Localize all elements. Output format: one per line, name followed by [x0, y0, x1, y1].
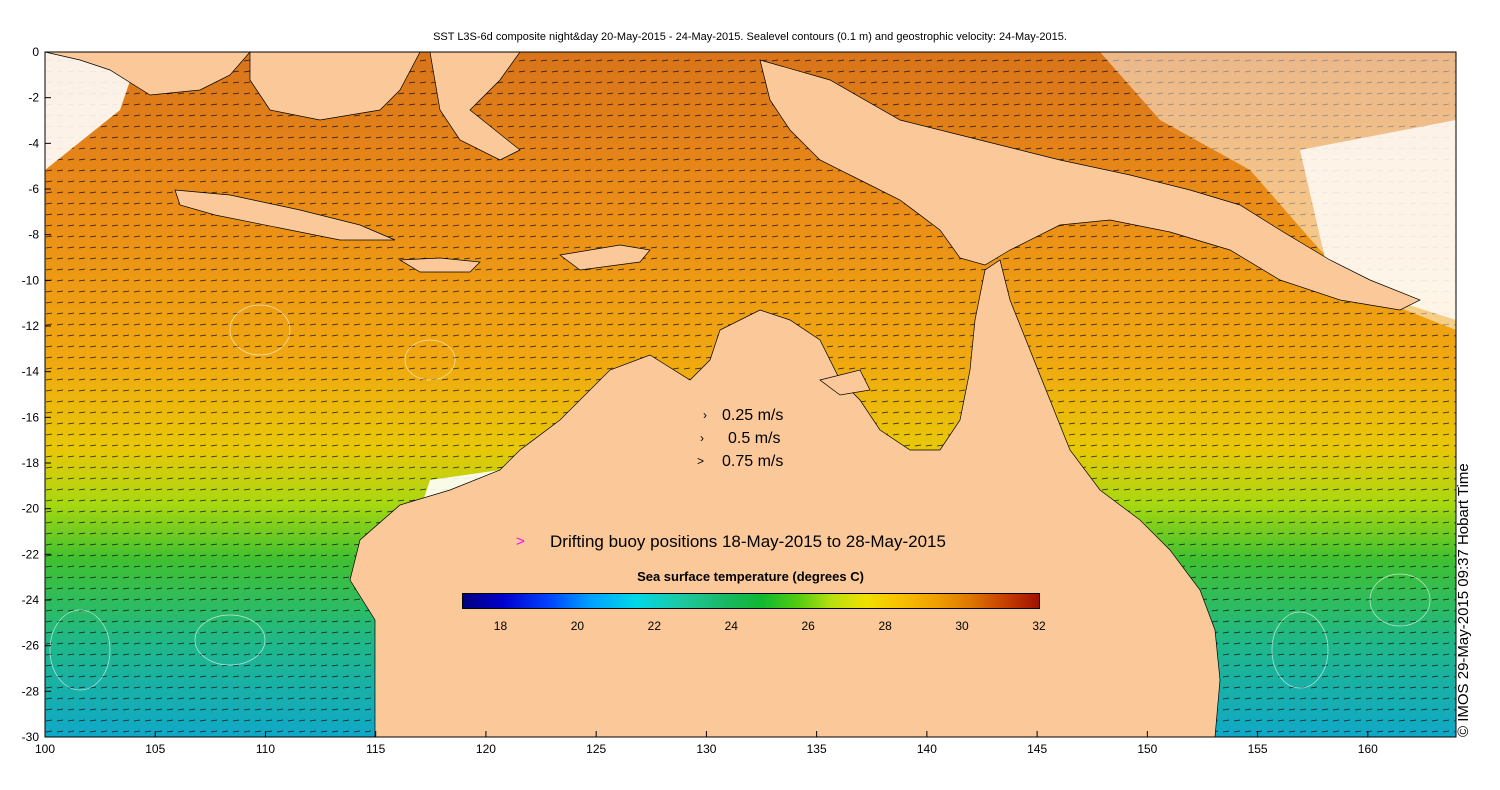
- credit-text: © IMOS 29-May-2015 09:37 Hobart Time: [1455, 463, 1472, 737]
- x-tick-label: 150: [1137, 742, 1157, 756]
- velocity-arrow-large-icon: >: [697, 454, 705, 468]
- velocity-arrow-small-icon: ›: [703, 408, 707, 422]
- new-guinea-land: [759, 59, 1421, 311]
- australia-land: [349, 259, 1221, 738]
- x-tick-label: 130: [696, 742, 716, 756]
- y-tick-label: -28: [22, 684, 40, 698]
- y-tick-label: -2: [28, 91, 39, 105]
- y-tick-label: -22: [22, 547, 40, 561]
- x-tick-label: 155: [1248, 742, 1268, 756]
- land: [44, 51, 1421, 738]
- velocity-legend-1: 0.25 m/s: [722, 407, 784, 424]
- colorbar-title: Sea surface temperature (degrees C): [637, 569, 864, 584]
- buoy-marker-icon: >: [516, 533, 525, 550]
- y-tick-label: -14: [22, 365, 40, 379]
- colorbar-tick-label: 22: [647, 619, 662, 633]
- y-tick-label: -4: [28, 136, 39, 150]
- java-land: [174, 189, 396, 241]
- colorbar-tick-label: 20: [570, 619, 585, 633]
- y-tick-label: -6: [28, 182, 39, 196]
- colorbar-tick-label: 18: [493, 619, 508, 633]
- borneo-land: [249, 51, 421, 121]
- y-tick-label: -10: [22, 273, 40, 287]
- y-tick-label: -20: [22, 502, 40, 516]
- colorbar-tick-label: 28: [878, 619, 892, 633]
- sumatra-land: [44, 51, 251, 96]
- y-tick-label: -30: [22, 730, 40, 744]
- x-tick-label: 110: [256, 742, 275, 756]
- x-tick-label: 115: [366, 742, 385, 756]
- y-tick-label: -16: [22, 410, 40, 424]
- plot-frame: [44, 51, 1457, 738]
- x-axis: 100 105 110 115 120 125 130 135 140 145 150 155 160: [35, 731, 1378, 756]
- map-title: SST L3S-6d composite night&day 20-May-20…: [433, 31, 1067, 43]
- y-tick-label: -26: [22, 639, 40, 653]
- sealevel-contours: [49, 304, 1431, 691]
- velocity-legend-2: 0.5 m/s: [728, 430, 781, 447]
- colorbar: [462, 593, 1040, 609]
- y-tick-label: 0: [32, 45, 39, 59]
- x-tick-label: 135: [807, 742, 827, 756]
- colorbar-tick-label: 32: [1032, 619, 1046, 633]
- velocity-arrow-medium-icon: ›: [700, 431, 704, 445]
- x-tick-label: 105: [145, 742, 165, 756]
- y-tick-label: -24: [22, 593, 40, 607]
- y-tick-label: -18: [22, 456, 40, 470]
- buoy-legend-label: Drifting buoy positions 18-May-2015 to 2…: [550, 532, 946, 551]
- sulawesi-land: [429, 51, 521, 161]
- velocity-legend-3: 0.75 m/s: [722, 453, 784, 470]
- x-tick-label: 145: [1027, 742, 1047, 756]
- colorbar-tick-label: 26: [801, 619, 815, 633]
- x-tick-label: 125: [586, 742, 606, 756]
- colorbar-tick-label: 24: [724, 619, 738, 633]
- colorbar-tick-label: 30: [955, 619, 969, 633]
- x-tick-label: 140: [917, 742, 937, 756]
- x-tick-label: 100: [35, 742, 55, 756]
- y-tick-label: -12: [22, 319, 40, 333]
- x-tick-label: 160: [1358, 742, 1378, 756]
- y-tick-label: -8: [28, 228, 39, 242]
- y-axis: 0 -2 -4 -6 -8 -10 -12 -14 -16 -18 -20 -22 -24 -26 -28 -…: [22, 45, 51, 744]
- x-tick-label: 120: [476, 742, 496, 756]
